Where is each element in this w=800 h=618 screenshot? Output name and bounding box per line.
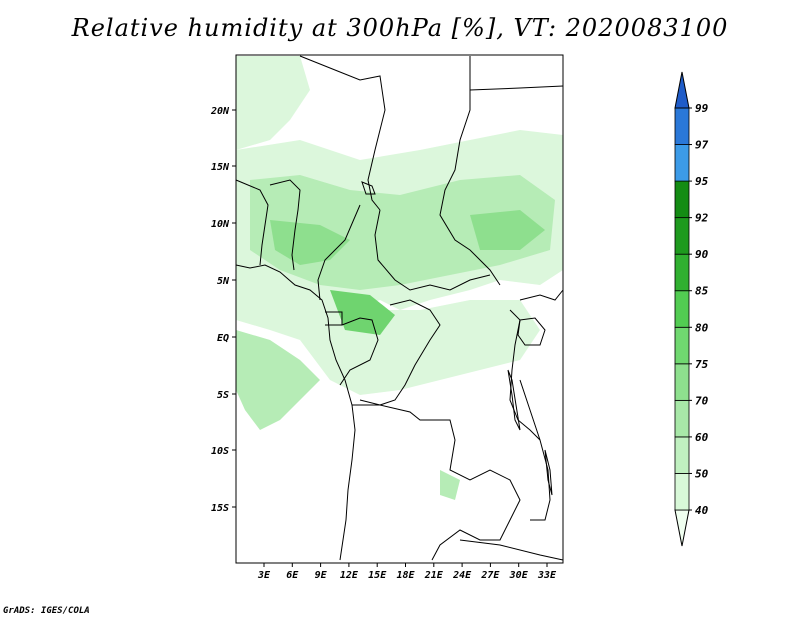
- colorbar-swatch: [674, 326, 690, 365]
- x-tick-label: 15E: [368, 570, 387, 581]
- border-sahara: [299, 55, 386, 211]
- y-tick-label: 15S: [211, 503, 229, 514]
- y-tick-label: 5N: [217, 276, 230, 287]
- lake-tanganyika: [507, 369, 521, 431]
- colorbar-max-arrow: [674, 71, 690, 109]
- colorbar-swatch: [674, 290, 690, 328]
- y-axis: 20N 15N 10N 5N EQ 5S 10S 15S: [210, 106, 236, 514]
- colorbar-swatch: [674, 180, 690, 219]
- border-eq-guinea: [325, 311, 343, 326]
- colorbar-swatch: [674, 399, 690, 438]
- humidity-region-north: [236, 56, 310, 150]
- map-title: Relative humidity at 300hPa [%], VT: 202…: [71, 14, 729, 42]
- colorbar-label: 50: [695, 467, 709, 480]
- border-drc: [359, 299, 441, 406]
- border-south: [459, 539, 564, 561]
- x-tick-label: 21E: [424, 570, 444, 581]
- x-tick-label: 24E: [452, 570, 472, 581]
- colorbar-label: 40: [695, 504, 709, 517]
- border-benin: [269, 179, 301, 271]
- colorbar-label: 90: [695, 248, 709, 261]
- humidity-region-core: [250, 175, 555, 290]
- humidity-region-south-atlantic: [236, 330, 320, 430]
- colorbar-swatch: [674, 144, 690, 182]
- border-chad-sudan: [439, 56, 501, 286]
- x-axis: 3E 6E 9E 12E 15E 18E 21E 24E 27E 30E 33E: [257, 563, 557, 581]
- border-west-coast-states: [235, 179, 269, 266]
- colorbar: 40 50 60 70 75 80 85 90 92 95 97 99: [674, 71, 709, 547]
- credit-label: GrADS: IGES/COLA: [3, 606, 90, 616]
- lake-malawi: [544, 449, 553, 496]
- colorbar-swatch: [674, 363, 690, 401]
- colorbar-label: 99: [695, 102, 709, 115]
- y-tick-label: EQ: [217, 333, 229, 344]
- border-congo: [339, 317, 379, 386]
- y-tick-label: 15N: [211, 162, 230, 173]
- colorbar-swatch: [674, 473, 690, 511]
- border-car: [374, 209, 491, 291]
- x-tick-label: 30E: [509, 570, 529, 581]
- colorbar-min-arrow: [674, 509, 690, 547]
- colorbar-label: 60: [695, 431, 709, 444]
- colorbar-label: 80: [695, 321, 709, 334]
- coastline-west-africa: [235, 264, 356, 561]
- lake-chad: [361, 181, 376, 195]
- border-zambia: [519, 379, 551, 521]
- colorbar-swatch: [674, 253, 690, 292]
- y-tick-label: 5S: [217, 390, 229, 401]
- humidity-region-deep: [270, 220, 350, 265]
- x-tick-label: 27E: [480, 570, 500, 581]
- colorbar-swatch: [674, 107, 690, 145]
- x-tick-label: 3E: [257, 570, 271, 581]
- y-tick-label: 20N: [210, 106, 230, 117]
- border-nigeria-cameroon: [317, 204, 361, 301]
- colorbar-label: 92: [695, 212, 709, 225]
- colorbar-swatch: [674, 436, 690, 474]
- humidity-fill-layer: [236, 56, 563, 500]
- colorbar-label: 85: [695, 285, 709, 298]
- y-tick-label: 10S: [211, 446, 229, 457]
- colorbar-label: 97: [695, 139, 709, 152]
- humidity-region-angola-patch: [440, 470, 460, 500]
- colorbar-label: 75: [695, 358, 709, 371]
- country-borders: [235, 55, 564, 561]
- x-tick-label: 33E: [537, 570, 557, 581]
- colorbar-swatch: [674, 217, 690, 255]
- colorbar-label: 95: [695, 175, 709, 188]
- border-uganda: [519, 289, 564, 301]
- plot-frame: [235, 54, 564, 564]
- x-tick-label: 12E: [340, 570, 359, 581]
- humidity-region-deep-east: [470, 210, 545, 250]
- x-tick-label: 9E: [315, 570, 328, 581]
- colorbar-label: 70: [695, 394, 709, 407]
- y-tick-label: 10N: [211, 219, 230, 230]
- border-angola: [352, 404, 521, 561]
- lake-victoria: [517, 317, 546, 346]
- x-tick-label: 6E: [286, 570, 299, 581]
- x-tick-label: 18E: [396, 570, 415, 581]
- border-egypt: [469, 85, 564, 91]
